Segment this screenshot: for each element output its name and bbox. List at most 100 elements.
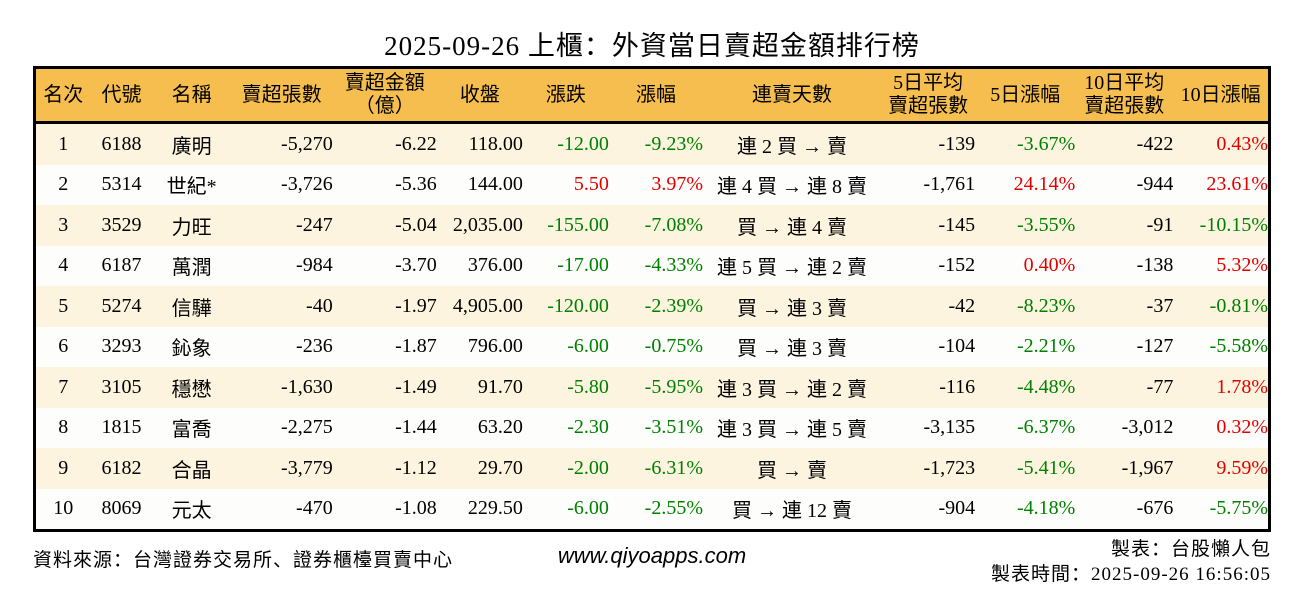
cell-avg10: -127: [1136, 335, 1174, 358]
cell-pct10: 1.78%: [1216, 375, 1268, 398]
cell-change: -2.30: [567, 416, 609, 439]
cell-sell_amount: -1.12: [395, 456, 437, 479]
cell-code: 6188: [101, 132, 142, 155]
cell-change_pct: 3.97%: [651, 173, 703, 196]
cell-close: 91.70: [477, 375, 523, 398]
cell-sell_shares: -2,275: [281, 416, 333, 439]
cell-change: -5.80: [567, 375, 609, 398]
cell-name: 世紀*: [166, 176, 217, 199]
cell-change: 5.50: [573, 173, 609, 196]
cell-code: 3105: [101, 375, 142, 398]
cell-name: 萬潤: [171, 257, 212, 280]
header-name: 名稱: [152, 67, 231, 124]
cell-sell_amount: -1.87: [395, 335, 437, 358]
cell-avg10: -422: [1136, 132, 1174, 155]
header-pct5: 5日漲幅: [975, 67, 1076, 124]
cell-pct10: -10.15%: [1199, 213, 1268, 236]
cell-close: 63.20: [477, 416, 523, 439]
cell-pct5: -4.48%: [1016, 375, 1076, 398]
cell-pct10: -5.75%: [1209, 497, 1268, 520]
cell-sell_amount: -6.22: [395, 132, 437, 155]
cell-pct5: -4.18%: [1016, 497, 1076, 520]
cell-name: 元太: [171, 500, 212, 523]
cell-change_pct: -9.23%: [644, 132, 703, 155]
cell-streak: 連 5 買 → 連 2 賣: [717, 257, 868, 280]
cell-pct5: -2.21%: [1016, 335, 1076, 358]
cell-rank: 3: [58, 213, 69, 236]
cell-pct5: -3.67%: [1016, 132, 1076, 155]
header-rank: 名次: [34, 67, 91, 124]
cell-sell_shares: -3,726: [281, 173, 333, 196]
cell-rank: 4: [58, 254, 69, 277]
cell-rank: 8: [58, 416, 69, 439]
table-row: 7 3105 穩懋 -1,630 -1.49 91.70 -5.80 -5.95% 連 3 買 …: [34, 367, 1270, 408]
cell-avg5: -139: [938, 132, 976, 155]
cell-code: 6182: [101, 456, 142, 479]
cell-change: -2.00: [567, 456, 609, 479]
header-change: 漲跌: [522, 67, 609, 124]
cell-avg10: -3,012: [1121, 416, 1174, 439]
table-row: 8 1815 富喬 -2,275 -1.44 63.20 -2.30 -3.51% 連 3 買 …: [34, 407, 1270, 448]
cell-pct10: 0.43%: [1216, 132, 1268, 155]
header-pct10: 10日漲幅: [1173, 67, 1270, 124]
cell-avg5: -116: [939, 375, 976, 398]
table-row: 5 5274 信驊 -40 -1.97 4,905.00 -120.00 -2.39% 買 → …: [34, 286, 1270, 327]
cell-code: 5274: [101, 294, 142, 317]
cell-avg5: -145: [938, 213, 976, 236]
cell-streak: 買 → 連 4 賣: [737, 216, 848, 239]
cell-avg10: -138: [1136, 254, 1174, 277]
header-close: 收盤: [436, 67, 523, 124]
header-sell_amount: 賣超金額 （億）: [332, 67, 437, 124]
generated-at-text: 製表時間：2025-09-26 16:56:05: [991, 564, 1271, 585]
header-avg10: 10日平均 賣超張數: [1075, 67, 1174, 124]
cell-sell_amount: -5.04: [395, 213, 437, 236]
cell-avg5: -1,761: [923, 173, 976, 196]
cell-streak: 連 4 買 → 連 8 賣: [717, 176, 868, 199]
cell-name: 穩懋: [171, 378, 212, 401]
cell-pct5: -6.37%: [1016, 416, 1076, 439]
cell-avg10: -944: [1136, 173, 1174, 196]
cell-avg5: -1,723: [923, 456, 976, 479]
cell-close: 376.00: [467, 254, 523, 277]
cell-avg10: -1,967: [1121, 456, 1174, 479]
cell-streak: 買 → 連 12 賣: [732, 500, 853, 523]
cell-close: 229.50: [467, 497, 523, 520]
cell-avg5: -42: [948, 294, 976, 317]
cell-pct5: 24.14%: [1013, 173, 1076, 196]
cell-change: -6.00: [567, 497, 609, 520]
ranking-table: 名次 代號 名稱 賣超張數 賣超金額 （億） 收盤 漲跌 漲幅 連賣天數 5日平均 賣超張數 5日漲…: [33, 66, 1271, 532]
cell-avg10: -676: [1136, 497, 1174, 520]
cell-change_pct: -2.55%: [644, 497, 703, 520]
cell-change: -6.00: [567, 335, 609, 358]
cell-rank: 5: [58, 294, 69, 317]
cell-pct5: 0.40%: [1023, 254, 1076, 277]
cell-sell_shares: -247: [296, 213, 333, 236]
cell-streak: 買 → 賣: [757, 459, 828, 482]
cell-code: 6187: [101, 254, 142, 277]
cell-name: 鈊象: [171, 338, 212, 361]
table-body: 1 6188 廣明 -5,270 -6.22 118.00 -12.00 -9.23% 連 2 …: [34, 122, 1270, 531]
header-code: 代號: [90, 67, 153, 124]
cell-change_pct: -3.51%: [644, 416, 703, 439]
cell-code: 3529: [101, 213, 142, 236]
cell-change: -17.00: [557, 254, 609, 277]
cell-streak: 買 → 連 3 賣: [737, 338, 848, 361]
cell-sell_shares: -1,630: [281, 375, 333, 398]
cell-rank: 2: [58, 173, 69, 196]
cell-code: 1815: [101, 416, 142, 439]
cell-change: -155.00: [547, 213, 609, 236]
cell-sell_amount: -1.49: [395, 375, 437, 398]
cell-rank: 6: [58, 335, 69, 358]
cell-streak: 連 3 買 → 連 5 賣: [717, 419, 868, 442]
cell-sell_shares: -236: [296, 335, 333, 358]
cell-sell_shares: -984: [296, 254, 333, 277]
cell-change_pct: -2.39%: [644, 294, 703, 317]
cell-code: 8069: [101, 497, 142, 520]
cell-pct10: 23.61%: [1206, 173, 1268, 196]
cell-rank: 10: [53, 497, 74, 520]
header-streak: 連賣天數: [702, 67, 882, 124]
cell-avg5: -904: [938, 497, 976, 520]
cell-sell_shares: -3,779: [281, 456, 333, 479]
cell-avg10: -91: [1146, 213, 1174, 236]
cell-avg5: -152: [938, 254, 976, 277]
